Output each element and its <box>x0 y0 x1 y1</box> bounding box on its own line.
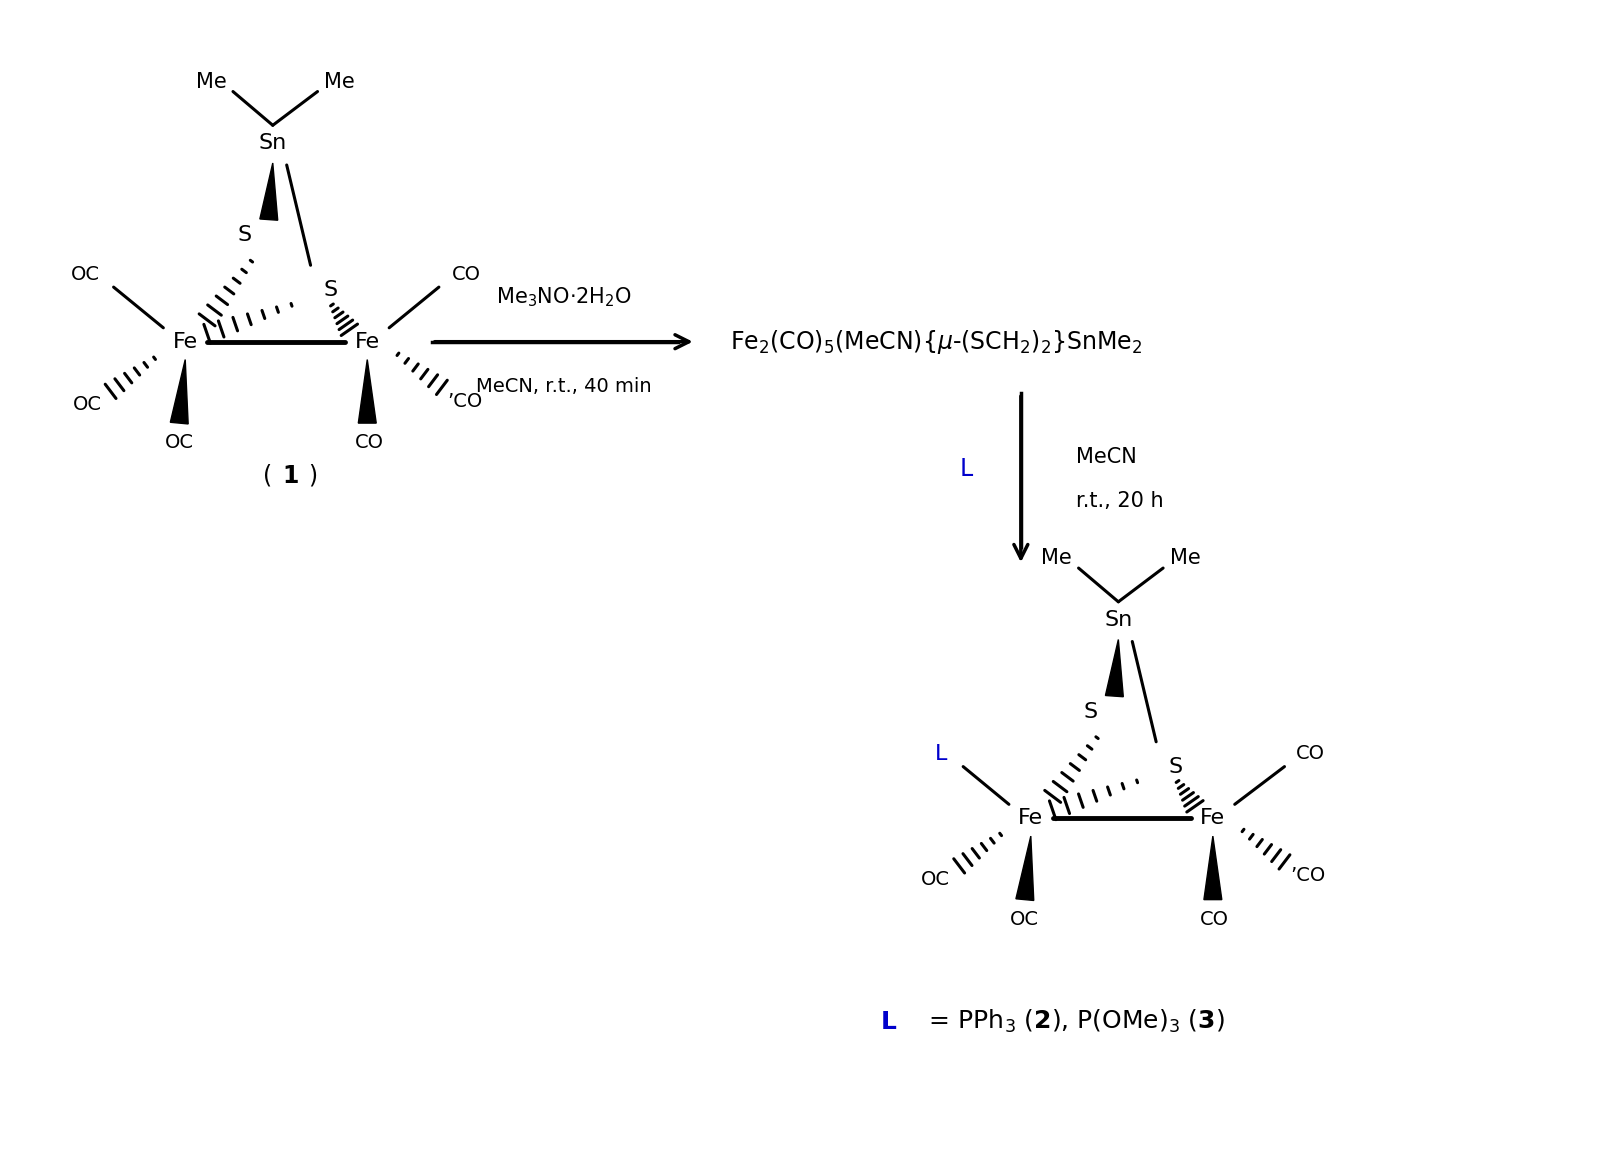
Text: ): ) <box>308 463 318 488</box>
Text: CO: CO <box>355 434 384 452</box>
Polygon shape <box>1106 639 1123 697</box>
Text: S: S <box>238 225 252 245</box>
Text: OC: OC <box>71 264 100 284</box>
Text: Me$_3$NO$\cdot$2H$_2$O: Me$_3$NO$\cdot$2H$_2$O <box>496 285 632 309</box>
Text: Sn: Sn <box>258 133 287 153</box>
Text: = PPh$_3$ ($\bf{2}$), P(OMe)$_3$ ($\bf{3}$): = PPh$_3$ ($\bf{2}$), P(OMe)$_3$ ($\bf{3… <box>921 1009 1225 1035</box>
Text: Fe: Fe <box>173 331 197 352</box>
Text: S: S <box>1168 757 1183 776</box>
Text: OC: OC <box>1010 910 1040 929</box>
Polygon shape <box>358 360 376 423</box>
Text: ’CO: ’CO <box>1290 866 1326 886</box>
Polygon shape <box>260 163 278 220</box>
Text: $\bf{L}$: $\bf{L}$ <box>880 1010 897 1034</box>
Text: Me: Me <box>324 71 355 92</box>
Text: CO: CO <box>453 264 482 284</box>
Text: Fe: Fe <box>1201 808 1226 828</box>
Text: L: L <box>960 458 973 481</box>
Text: Me: Me <box>1170 549 1201 568</box>
Text: L: L <box>936 744 947 764</box>
Text: Fe: Fe <box>1018 808 1043 828</box>
Text: OC: OC <box>165 434 194 452</box>
Text: OC: OC <box>921 871 950 889</box>
Text: MeCN, r.t., 40 min: MeCN, r.t., 40 min <box>477 377 652 396</box>
Text: Me: Me <box>196 71 226 92</box>
Text: Fe$_2$(CO)$_5$(MeCN){$\it{\mu}$-(SCH$_2$)$_2$}SnMe$_2$: Fe$_2$(CO)$_5$(MeCN){$\it{\mu}$-(SCH$_2$… <box>730 328 1143 355</box>
Text: Fe: Fe <box>355 331 380 352</box>
Text: MeCN: MeCN <box>1075 447 1136 467</box>
Text: Sn: Sn <box>1104 610 1133 630</box>
Text: 1: 1 <box>282 463 299 488</box>
Polygon shape <box>1016 836 1034 900</box>
Text: S: S <box>1083 702 1098 722</box>
Text: r.t., 20 h: r.t., 20 h <box>1075 491 1164 511</box>
Polygon shape <box>1204 836 1221 899</box>
Text: CO: CO <box>1201 910 1229 929</box>
Polygon shape <box>170 360 188 424</box>
Text: OC: OC <box>74 394 103 414</box>
Text: Me: Me <box>1042 549 1072 568</box>
Text: ’CO: ’CO <box>448 392 483 411</box>
Text: (: ( <box>263 463 273 488</box>
Text: CO: CO <box>1295 744 1324 764</box>
Text: S: S <box>323 281 337 300</box>
